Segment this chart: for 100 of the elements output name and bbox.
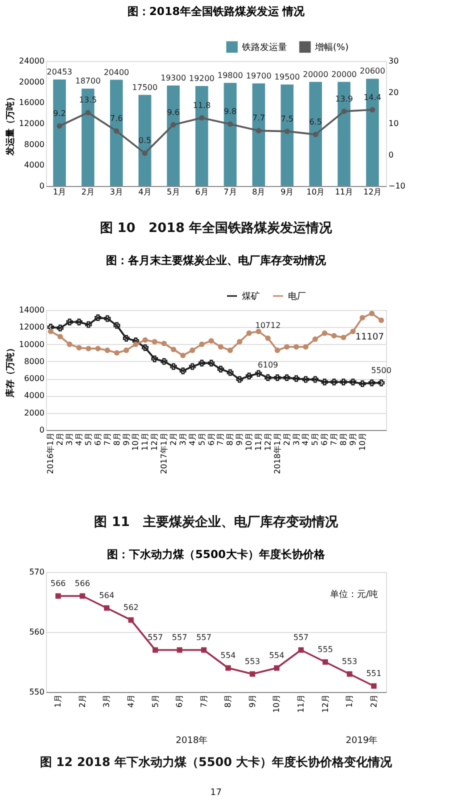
bar [82,88,94,186]
data-label: 20453 [46,67,72,76]
point [331,332,337,338]
data-label: 5500 [371,366,392,375]
point [350,328,356,334]
point [274,374,281,382]
data-label: 19700 [246,71,272,80]
x-tick-label: 10月 [306,188,325,196]
point [113,322,120,329]
point [283,374,290,382]
point [341,108,347,114]
chart-title: 图：各月末主要煤炭企业、电厂库存变动情况 [106,254,327,267]
point [80,593,86,599]
data-label: 554 [269,651,284,660]
x-tick-label: 3月 [102,694,112,708]
point [85,321,92,328]
y2-tick-label: 0 [388,150,394,160]
x-tick-label: 11月 [254,432,263,451]
point [95,346,101,352]
point [371,683,377,689]
point [378,380,385,386]
point [369,310,375,316]
point [312,132,318,138]
x-tick-label: 4月 [301,432,310,446]
annotation: 单位：元/吨 [330,589,378,600]
y-tick-label: 550 [29,688,44,696]
x-tick-label: 2月 [56,432,65,446]
data-label: 7.6 [110,114,123,123]
x-tick-label: 12月 [150,432,160,451]
x-tick-label: 2017年1月 [160,432,169,474]
bar [309,82,322,186]
bar [53,79,66,186]
x-tick-label: 3月 [178,432,188,446]
x-tick-label: 2月 [169,432,178,446]
point [360,314,366,320]
point [86,346,92,352]
data-label: 553 [244,657,260,666]
point [104,348,110,354]
point [199,115,205,121]
data-label: 562 [123,603,139,612]
bar [366,78,379,186]
point [264,374,272,381]
y-axis-title: 发运量（万吨） [5,92,16,156]
point [132,342,138,348]
x-tick-label: 1月 [52,188,66,196]
point [250,671,256,677]
bar [338,82,350,186]
x-tick-label: 5月 [150,694,160,708]
x-tick-label: 2月 [369,694,378,708]
point [170,346,176,352]
point [255,370,262,377]
y-tick-label: 24000 [19,56,44,66]
point [142,344,149,352]
x-tick-label: 8月 [224,694,233,708]
data-label: 7.5 [280,114,294,124]
point [274,665,280,671]
x-tick-label: 8月 [339,432,348,446]
point [201,647,207,653]
x-tick-label: 6月 [320,432,330,446]
point [170,122,176,128]
x-tick-label: 10月 [131,432,140,451]
x-tick-label: 4月 [138,188,152,196]
data-label: 6109 [258,360,278,370]
y-tick-label: 560 [29,628,44,636]
x-tick-label: 6月 [175,694,184,708]
point [198,360,206,366]
data-label: 9.8 [224,107,237,116]
bar [252,83,266,186]
x-tick-label: 8月 [226,432,235,446]
point [322,330,328,336]
data-label: 557 [172,633,188,642]
legend-label: 电厂 [288,291,306,302]
data-label: 551 [366,669,382,678]
y-tick-label: 570 [29,568,44,576]
point [246,330,252,336]
point [151,356,158,362]
point [226,369,234,376]
caption: 图 10 2018 年全国铁路煤炭发运情况 [100,220,334,236]
y-tick-label: 8000 [24,140,44,149]
x-tick-label: 5月 [197,432,206,446]
point [152,647,158,653]
data-label: 564 [99,591,114,600]
point [246,372,252,380]
point [189,363,196,370]
point [312,336,318,342]
y2-tick-label: 20 [388,88,399,97]
text: 2018年 [176,735,208,746]
x-tick-label: 1月 [345,694,354,708]
y-tick-label: 8000 [24,356,44,366]
x-tick-label: 11月 [296,694,306,713]
point [350,378,356,386]
point [76,318,82,326]
point [152,338,158,344]
point [47,324,54,330]
x-tick-label: 7月 [199,694,208,708]
y-tick-label: 6000 [24,374,44,384]
point [76,344,82,350]
bar [110,80,123,186]
point [190,348,196,354]
x-tick-label: 6月 [195,188,208,196]
